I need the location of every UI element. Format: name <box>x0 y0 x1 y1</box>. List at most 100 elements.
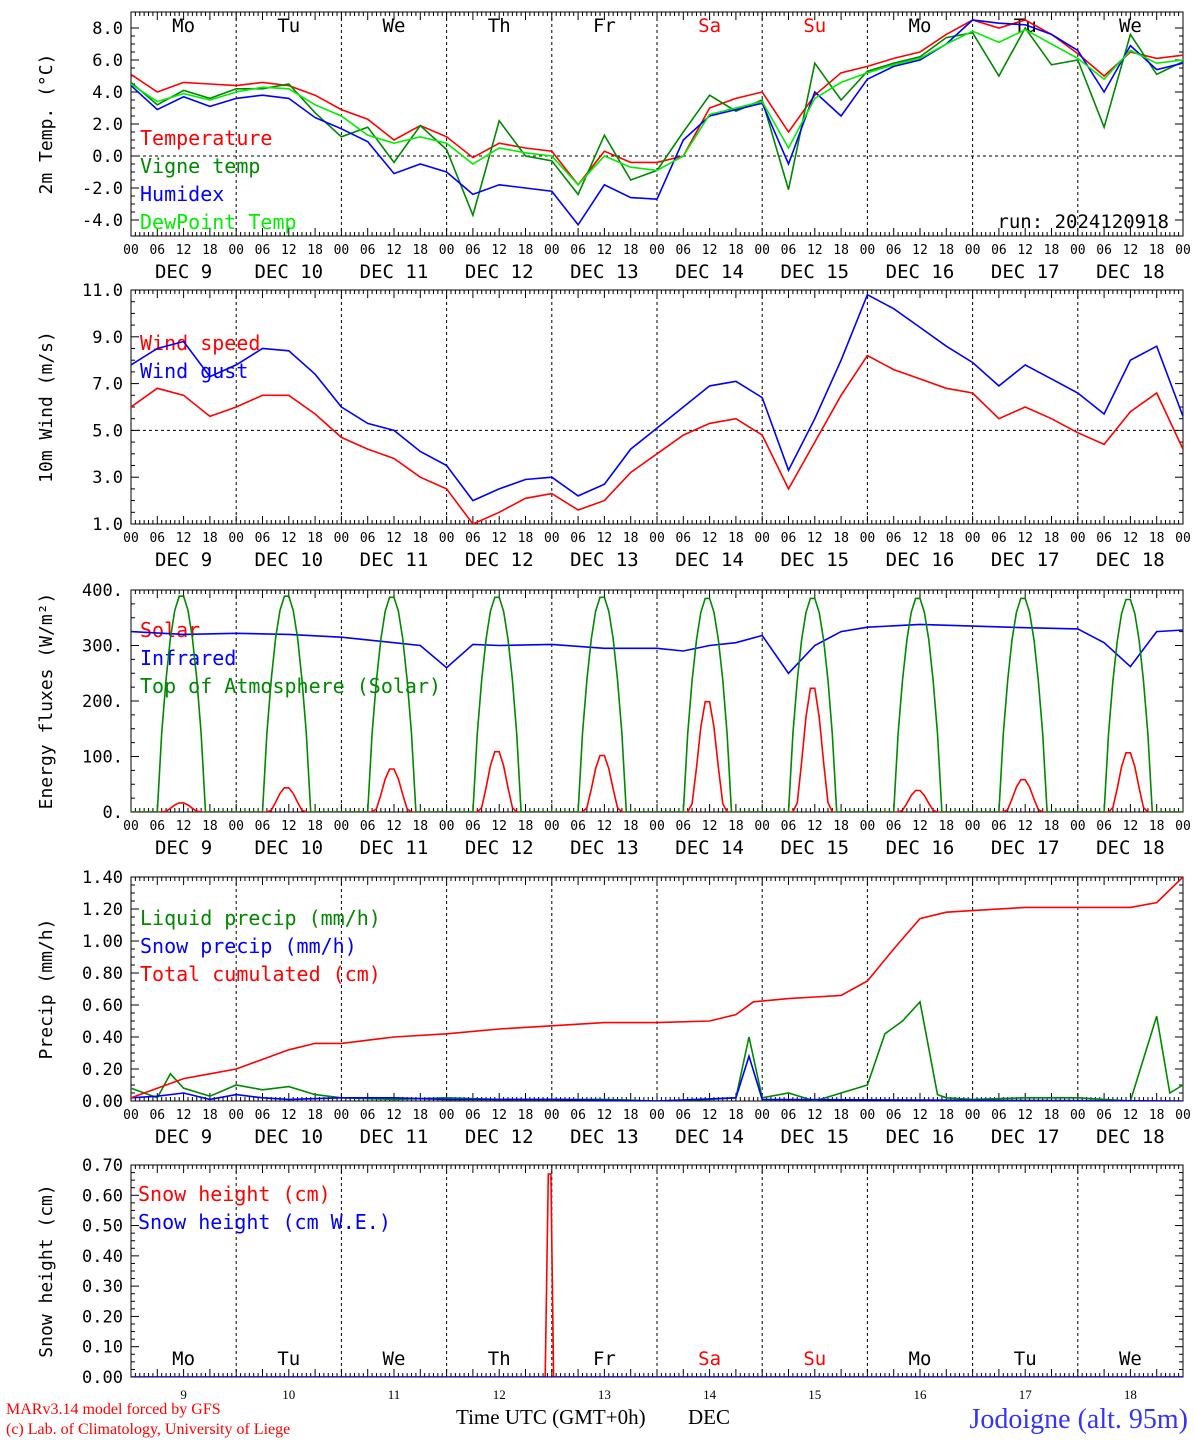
run-label: run: 2024120918 <box>997 211 1169 233</box>
hour-tick-label: 06 <box>1096 243 1112 258</box>
date-label: DEC 14 <box>675 261 744 283</box>
hour-tick-label: 18 <box>1149 1108 1165 1123</box>
hour-tick-label: 12 <box>1017 1108 1033 1123</box>
weekday-label: Mo <box>909 15 932 37</box>
hour-tick-label: 18 <box>1044 243 1060 258</box>
y-tick-label: 0.20 <box>82 1060 123 1080</box>
weekday-label: Sa <box>698 1348 721 1370</box>
hour-tick-label: 06 <box>675 531 691 546</box>
series-line-wind-speed <box>131 354 1183 524</box>
hour-tick-label: 06 <box>1096 819 1112 834</box>
date-label: DEC 9 <box>155 261 212 283</box>
hour-tick-label: 18 <box>307 531 323 546</box>
hour-tick-label: 00 <box>649 1108 665 1123</box>
hour-tick-label: 06 <box>886 531 902 546</box>
hour-tick-label: 06 <box>465 531 481 546</box>
hour-tick-label: 18 <box>518 1108 534 1123</box>
hour-tick-label: 12 <box>702 243 718 258</box>
weekday-label: Th <box>488 15 511 37</box>
hour-tick-label: 12 <box>807 243 823 258</box>
series-line-humidex <box>131 19 1183 227</box>
day-number-label: 11 <box>388 1387 401 1402</box>
date-label: DEC 12 <box>465 1126 534 1148</box>
y-tick-label: 0.40 <box>82 1247 123 1267</box>
y-tick-label: 0.70 <box>82 1156 123 1176</box>
hour-tick-label: 06 <box>781 819 797 834</box>
weekday-label: Mo <box>172 15 195 37</box>
date-label: DEC 10 <box>254 261 323 283</box>
hour-tick-label: 12 <box>281 1108 297 1123</box>
hour-tick-label: 18 <box>202 1108 218 1123</box>
hour-tick-label: 18 <box>728 819 744 834</box>
y-tick-label: 2.0 <box>92 115 123 135</box>
hour-tick-label: 06 <box>991 531 1007 546</box>
panel-snow: 0.00 0.10 0.20 0.30 0.40 0.50 0.60 0.70 Snow hei… <box>36 1156 1184 1402</box>
hour-tick-label: 00 <box>123 819 139 834</box>
day-number-label: 9 <box>180 1387 187 1402</box>
hour-tick-label: 06 <box>570 1108 586 1123</box>
date-label: DEC 9 <box>155 1126 212 1148</box>
hour-tick-label: 00 <box>334 819 350 834</box>
weekday-label: We <box>383 15 406 37</box>
hour-tick-label: 00 <box>754 531 770 546</box>
weekday-label: Th <box>488 1348 511 1370</box>
hour-tick-label: 12 <box>386 243 402 258</box>
hour-tick-label: 18 <box>202 531 218 546</box>
hour-tick-label: 18 <box>938 243 954 258</box>
hour-tick-label: 06 <box>255 531 271 546</box>
y-tick-label: 0.60 <box>82 1186 123 1206</box>
hour-tick-label: 18 <box>833 531 849 546</box>
y-tick-label: 4.0 <box>92 83 123 103</box>
hour-tick-label: 18 <box>623 243 639 258</box>
day-number-label: 16 <box>914 1387 928 1402</box>
legend-entry: Top of Atmosphere (Solar) <box>140 674 441 698</box>
y-tick-label: 7.0 <box>92 375 123 395</box>
hour-tick-label: 00 <box>334 1108 350 1123</box>
legend-entry: Snow height (cm W.E.) <box>138 1210 391 1234</box>
hour-tick-label: 12 <box>1017 531 1033 546</box>
hour-tick-label: 00 <box>123 1108 139 1123</box>
hour-tick-label: 00 <box>439 531 455 546</box>
hour-tick-label: 06 <box>991 243 1007 258</box>
hour-tick-label: 00 <box>544 1108 560 1123</box>
hour-tick-label: 12 <box>702 819 718 834</box>
weekday-label: Fr <box>593 1348 616 1370</box>
hour-tick-label: 18 <box>938 819 954 834</box>
weekday-label: Tu <box>1014 1348 1037 1370</box>
hour-tick-label: 06 <box>149 531 165 546</box>
y-tick-label: 400. <box>82 581 123 601</box>
hour-tick-label: 12 <box>176 531 192 546</box>
weekday-label: Su <box>803 1348 826 1370</box>
date-label: DEC 11 <box>360 1126 429 1148</box>
hour-tick-label: 12 <box>1123 531 1139 546</box>
y-tick-label: 0. <box>103 803 123 823</box>
date-label: DEC 15 <box>780 549 849 571</box>
hour-tick-label: 00 <box>860 1108 876 1123</box>
weekday-label: We <box>1119 15 1142 37</box>
hour-tick-label: 12 <box>597 1108 613 1123</box>
hour-tick-label: 06 <box>255 243 271 258</box>
hour-tick-label: 12 <box>386 531 402 546</box>
hour-tick-label: 00 <box>1070 531 1086 546</box>
legend-entry: Humidex <box>140 182 224 206</box>
hour-tick-label: 06 <box>886 243 902 258</box>
y-tick-label: 0.40 <box>82 1028 123 1048</box>
legend-entry: Snow precip (mm/h) <box>140 934 357 958</box>
hour-tick-label: 12 <box>912 1108 928 1123</box>
y-tick-label: 5.0 <box>92 421 123 441</box>
hour-tick-label: 18 <box>1149 243 1165 258</box>
date-label: DEC 15 <box>780 837 849 859</box>
hour-tick-label: 00 <box>860 243 876 258</box>
series-line-wind-gust <box>131 293 1183 502</box>
y-tick-label: 0.0 <box>92 147 123 167</box>
weekday-label: We <box>383 1348 406 1370</box>
y-tick-label: 1.0 <box>92 515 123 535</box>
hour-tick-label: 18 <box>518 819 534 834</box>
date-label: DEC 18 <box>1096 1126 1165 1148</box>
hour-tick-label: 06 <box>465 819 481 834</box>
y-tick-label: 6.0 <box>92 51 123 71</box>
hour-tick-label: 12 <box>1017 243 1033 258</box>
hour-tick-label: 00 <box>544 243 560 258</box>
